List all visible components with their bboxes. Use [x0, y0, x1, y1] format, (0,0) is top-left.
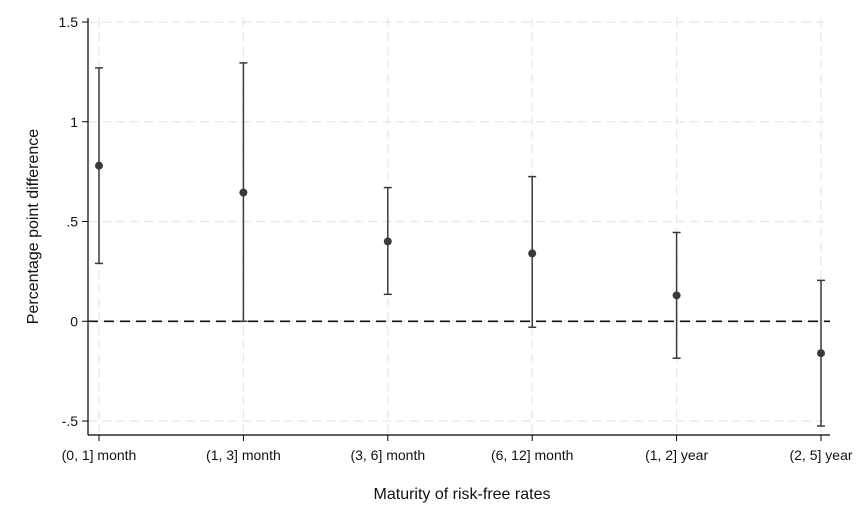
- data-point: [239, 188, 248, 197]
- data-point: [672, 291, 681, 300]
- x-tick-label: (6, 12] month: [491, 447, 574, 463]
- y-tick-label: 1.5: [59, 14, 79, 30]
- y-axis-ticks: -.5 0 .5 1 1.5: [59, 14, 88, 429]
- point-markers: [95, 161, 825, 358]
- data-point: [528, 249, 537, 258]
- x-tick-label: (1, 3] month: [206, 447, 281, 463]
- data-point: [817, 349, 825, 358]
- x-tick-label: (3, 6] month: [350, 447, 425, 463]
- y-tick-label: .5: [66, 214, 78, 230]
- x-tick-label: (2, 5] year: [789, 447, 852, 463]
- x-axis-ticks: (0, 1] month (1, 3] month (3, 6] month (6, …: [62, 435, 853, 463]
- data-point: [95, 161, 103, 170]
- x-tick-label: (1, 2] year: [645, 447, 708, 463]
- y-tick-label: 0: [70, 313, 78, 329]
- y-tick-label: -.5: [62, 413, 79, 429]
- grid-lines: [88, 18, 830, 435]
- data-point: [383, 237, 392, 246]
- y-tick-label: 1: [70, 114, 78, 130]
- error-bars: [95, 62, 825, 427]
- x-axis-title: Maturity of risk-free rates: [374, 486, 551, 503]
- y-axis-title: Percentage point difference: [25, 129, 42, 325]
- x-tick-label: (0, 1] month: [62, 447, 137, 463]
